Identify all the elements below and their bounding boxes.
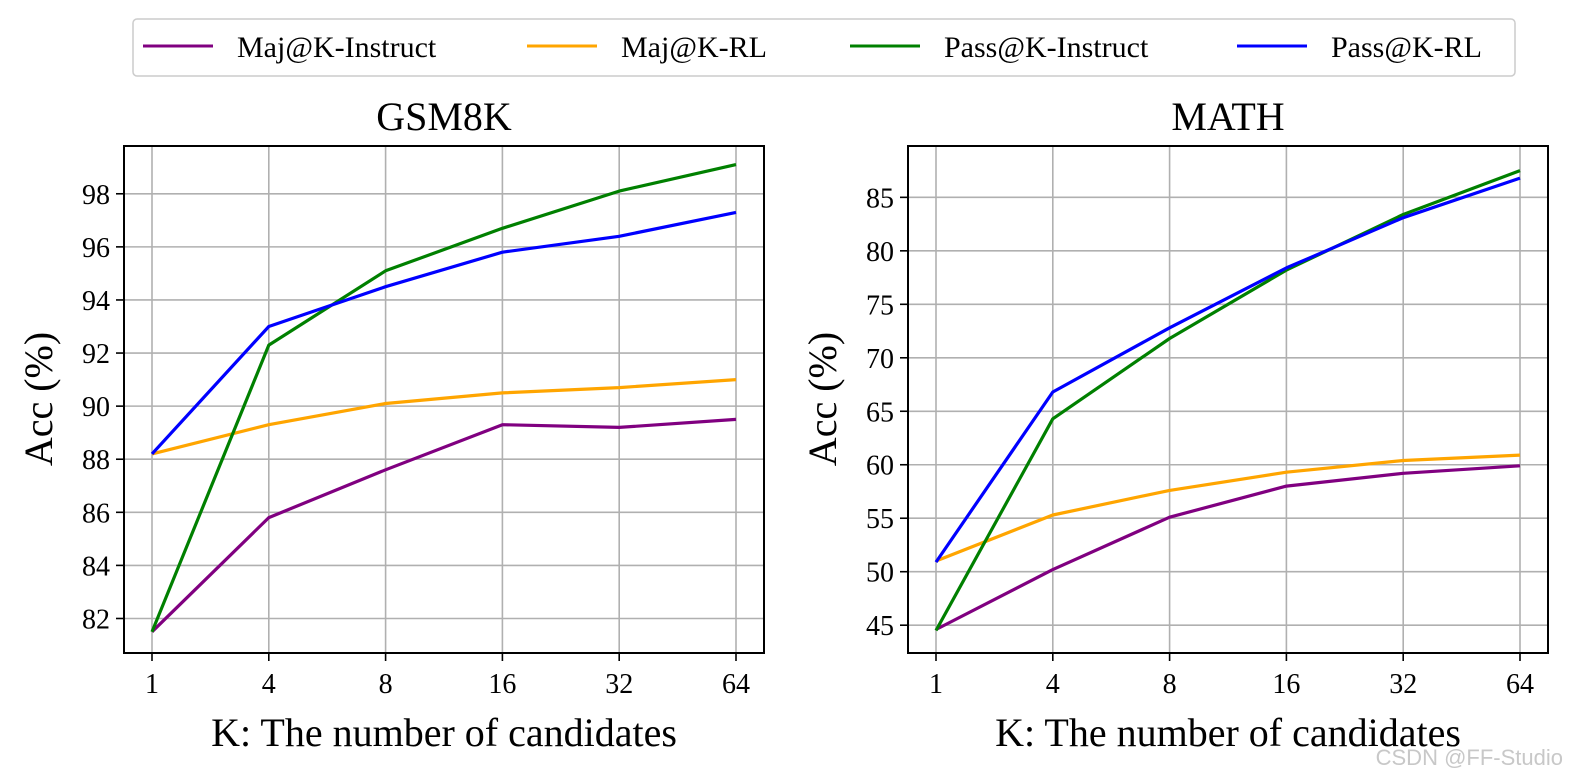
chart-gsm8k: GSM8K Acc (%) K: The number of candidate… [16,94,765,755]
y-tick-label: 98 [82,180,110,211]
legend-entry-pass-instruct: Pass@K-Instruct [850,31,1149,64]
y-tick-label: 80 [866,237,894,268]
y-tick-label: 50 [866,558,894,589]
y-tick-label: 96 [82,233,110,264]
y-tick-label: 82 [82,604,110,635]
series-line-maj-k-instruct [935,464,1521,631]
x-tick-label: 8 [1163,669,1177,700]
legend-label: Pass@K-Instruct [944,31,1149,64]
chart-title: MATH [1171,94,1284,139]
y-tick-label: 75 [866,290,894,321]
y-tick-label: 85 [866,183,894,214]
y-axis-label: Acc (%) [800,332,845,466]
y-tick-label: 70 [866,344,894,375]
series-line-pass-k-rl [934,176,1521,564]
legend-label: Maj@K-Instruct [237,31,437,64]
x-tick-label: 32 [605,669,633,700]
x-tick-label: 64 [722,669,750,700]
ticks: 1 4 8 16 32 64 45 50 55 60 65 70 75 80 85 [866,183,1534,700]
plot-frame [123,145,765,654]
y-axis-label: Acc (%) [16,332,61,466]
legend-entry-maj-instruct: Maj@K-Instruct [143,31,437,64]
series-line-pass-k-instruct [934,169,1521,632]
series-line-pass-k-instruct [150,163,737,633]
chart-math: MATH Acc (%) K: The number of candidates… [800,94,1549,755]
x-tick-label: 1 [929,669,943,700]
grid [908,146,1548,653]
y-tick-label: 45 [866,611,894,642]
x-tick-label: 16 [488,669,516,700]
x-tick-label: 8 [379,669,393,700]
legend: Maj@K-Instruct Maj@K-RL Pass@K-Instruct … [132,18,1516,77]
y-tick-label: 92 [82,339,110,370]
y-tick-label: 94 [82,286,110,317]
watermark: CSDN @FF-Studio [1375,745,1563,770]
x-tick-label: 16 [1272,669,1300,700]
grid [124,146,764,653]
x-axis-label: K: The number of candidates [995,710,1461,755]
y-tick-label: 65 [866,397,894,428]
y-tick-label: 88 [82,445,110,476]
x-tick-label: 4 [1046,669,1060,700]
y-tick-label: 55 [866,504,894,535]
legend-entry-maj-rl: Maj@K-RL [527,31,767,64]
series-group [150,163,737,633]
x-tick-label: 64 [1506,669,1534,700]
series-group [934,169,1521,632]
x-tick-label: 1 [145,669,159,700]
y-tick-label: 90 [82,392,110,423]
x-axis-label: K: The number of candidates [211,710,677,755]
x-tick-label: 4 [262,669,276,700]
ticks: 1 4 8 16 32 64 82 84 86 88 90 92 94 96 98 [82,180,750,700]
series-line-maj-k-rl [935,453,1521,563]
legend-entry-pass-rl: Pass@K-RL [1237,31,1482,64]
chart-title: GSM8K [376,94,512,139]
x-tick-label: 32 [1389,669,1417,700]
legend-label: Pass@K-RL [1331,31,1482,64]
legend-frame [132,18,1516,77]
legend-label: Maj@K-RL [621,31,767,64]
y-tick-label: 86 [82,498,110,529]
series-line-maj-k-instruct [150,417,737,633]
series-line-maj-k-rl [151,378,737,456]
series-line-pass-k-rl [150,210,737,455]
plot-frame [907,145,1549,654]
y-tick-label: 84 [82,551,110,582]
y-tick-label: 60 [866,451,894,482]
